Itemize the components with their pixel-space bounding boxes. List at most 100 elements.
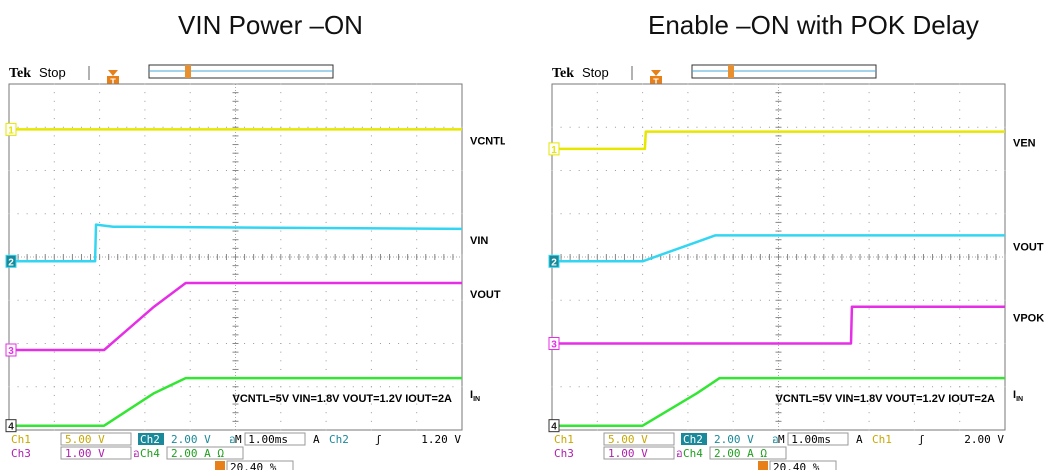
grid-dot <box>732 317 734 319</box>
readout-ch4: Ch4 <box>683 447 703 460</box>
grid-dot <box>596 204 598 206</box>
grid-dot <box>325 170 327 171</box>
grid-dot <box>732 273 734 275</box>
grid-dot <box>144 109 146 111</box>
grid-dot <box>596 195 598 197</box>
grid-dot <box>732 368 734 370</box>
grid-dot <box>298 343 300 344</box>
grid-dot <box>244 386 246 388</box>
grid-dot <box>370 221 372 223</box>
grid-dot <box>868 317 870 319</box>
grid-dot <box>741 213 743 215</box>
grid-dot <box>642 412 644 414</box>
grid-dot <box>262 386 264 388</box>
grid-dot <box>959 239 961 241</box>
grid-dot <box>823 308 825 310</box>
grid-dot <box>868 325 870 327</box>
trace-label-3: IIN <box>1013 389 1023 403</box>
grid-dot <box>307 343 309 344</box>
grid-dot <box>370 351 372 353</box>
grid-dot <box>850 126 852 128</box>
trace-vin <box>9 223 463 263</box>
grid-dot <box>389 299 391 301</box>
grid-dot <box>642 273 644 275</box>
channel-marker-3 <box>548 337 560 350</box>
grid-dot <box>144 221 146 223</box>
grid-dot <box>126 299 128 301</box>
grid-dot <box>732 118 734 120</box>
grid-dot <box>398 343 400 344</box>
grid-dot <box>425 213 427 215</box>
grid-dot <box>280 230 282 232</box>
grid-dot <box>922 299 924 301</box>
grid-dot <box>325 126 327 128</box>
grid-dot <box>578 170 580 171</box>
grid-dot <box>62 299 64 301</box>
grid-dot <box>17 386 19 388</box>
grid-dot <box>216 386 218 388</box>
grid-dot <box>416 420 418 422</box>
grid-dot <box>153 170 155 171</box>
grid-dot <box>162 213 164 215</box>
grid-dot <box>325 386 327 388</box>
grid-dot <box>913 273 915 275</box>
grid-dot <box>642 126 644 128</box>
grid-dot <box>596 118 598 120</box>
grid-dot <box>823 403 825 405</box>
grid-dot <box>53 195 55 197</box>
channel-marker-1 <box>548 142 560 156</box>
grid-dot <box>823 247 825 249</box>
grid-dot <box>307 126 309 128</box>
grid-dot <box>959 152 961 154</box>
grid-dot <box>705 170 707 171</box>
grid-dot <box>959 144 961 146</box>
readout-mode: A <box>856 433 863 446</box>
grid-dot <box>977 213 979 215</box>
grid-dot <box>1004 170 1006 171</box>
grid-dot <box>80 299 82 301</box>
grid-dot <box>959 187 961 189</box>
grid-dot <box>325 152 327 154</box>
grid-dot <box>352 386 354 388</box>
grid-dot <box>280 152 282 154</box>
grid-dot <box>53 135 55 137</box>
grid-dot <box>932 213 934 215</box>
grid-dot <box>189 247 191 249</box>
grid-dot <box>298 386 300 388</box>
grid-dot <box>823 325 825 327</box>
readout-ch1-scale: 5.00 V <box>65 433 105 446</box>
grid-dot <box>868 195 870 197</box>
grid-dot <box>62 213 64 215</box>
grid-dot <box>723 126 725 128</box>
grid-dot <box>732 92 734 94</box>
grid-dot <box>913 126 915 128</box>
readout-time: M 1.00ms <box>778 433 831 446</box>
grid-dot <box>144 118 146 120</box>
grid-dot <box>678 299 680 301</box>
channel-marker-text-1: 1 <box>551 145 557 156</box>
grid-dot <box>886 126 888 128</box>
grid-dot <box>642 170 644 171</box>
grid-dot <box>99 420 101 422</box>
grid-dot <box>868 273 870 275</box>
grid-dot <box>732 247 734 249</box>
grid-dot <box>144 377 146 379</box>
grid-dot <box>787 386 789 388</box>
grid-dot <box>750 126 752 128</box>
grid-dot <box>868 187 870 189</box>
grid-dot <box>198 213 200 215</box>
grid-dot <box>714 213 716 215</box>
grid-dot <box>823 360 825 362</box>
grid-dot <box>144 351 146 353</box>
grid-dot <box>687 265 689 267</box>
grid-dot <box>53 126 55 128</box>
grid-dot <box>53 394 55 396</box>
grid-dot <box>153 386 155 388</box>
grid-dot <box>922 213 924 215</box>
grid-dot <box>189 178 191 180</box>
grid-dot <box>932 386 934 388</box>
grid-dot <box>280 291 282 293</box>
grid-dot <box>859 170 861 171</box>
grid-dot <box>53 265 55 267</box>
grid-dot <box>633 126 635 128</box>
